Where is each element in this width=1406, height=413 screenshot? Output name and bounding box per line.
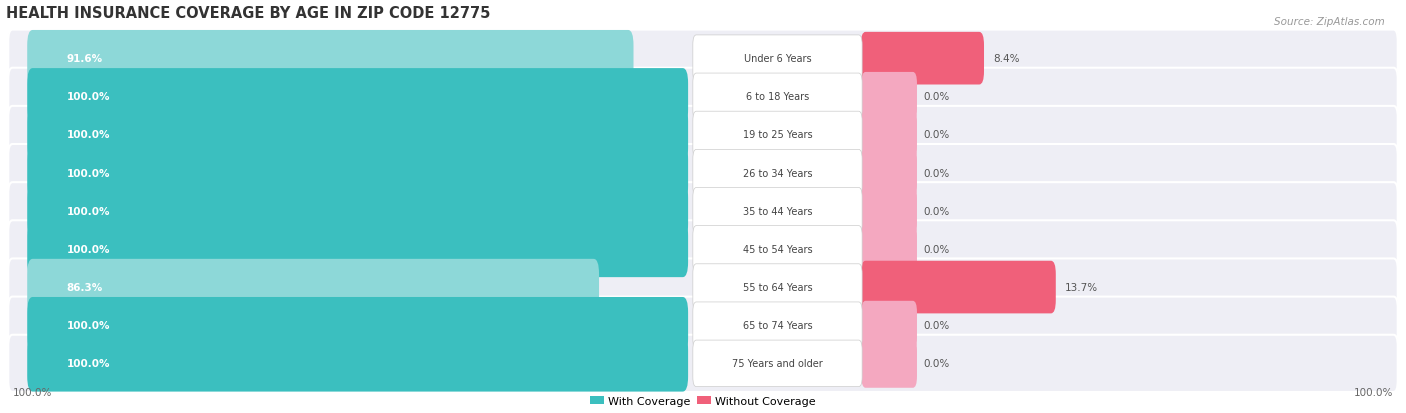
FancyBboxPatch shape [27, 297, 688, 354]
FancyBboxPatch shape [862, 149, 917, 197]
Text: 0.0%: 0.0% [924, 206, 950, 216]
Text: 100.0%: 100.0% [66, 244, 110, 254]
FancyBboxPatch shape [693, 36, 862, 82]
Text: 45 to 54 Years: 45 to 54 Years [742, 244, 813, 254]
FancyBboxPatch shape [27, 69, 688, 125]
FancyBboxPatch shape [27, 145, 688, 202]
Text: Source: ZipAtlas.com: Source: ZipAtlas.com [1274, 17, 1385, 26]
Text: 6 to 18 Years: 6 to 18 Years [745, 92, 808, 102]
FancyBboxPatch shape [8, 297, 1398, 354]
FancyBboxPatch shape [862, 339, 917, 388]
Text: 100.0%: 100.0% [1354, 387, 1393, 397]
Text: HEALTH INSURANCE COVERAGE BY AGE IN ZIP CODE 12775: HEALTH INSURANCE COVERAGE BY AGE IN ZIP … [6, 5, 489, 21]
FancyBboxPatch shape [8, 107, 1398, 164]
Text: 100.0%: 100.0% [66, 130, 110, 140]
FancyBboxPatch shape [862, 73, 917, 121]
FancyBboxPatch shape [8, 221, 1398, 278]
Text: 100.0%: 100.0% [66, 168, 110, 178]
FancyBboxPatch shape [27, 31, 634, 87]
FancyBboxPatch shape [8, 145, 1398, 202]
Text: 100.0%: 100.0% [13, 387, 52, 397]
FancyBboxPatch shape [862, 187, 917, 235]
FancyBboxPatch shape [8, 183, 1398, 240]
Text: 19 to 25 Years: 19 to 25 Years [742, 130, 813, 140]
FancyBboxPatch shape [8, 259, 1398, 316]
FancyBboxPatch shape [27, 259, 599, 316]
Text: 100.0%: 100.0% [66, 206, 110, 216]
FancyBboxPatch shape [27, 335, 688, 392]
Text: 0.0%: 0.0% [924, 244, 950, 254]
Text: 55 to 64 Years: 55 to 64 Years [742, 282, 813, 292]
Text: 86.3%: 86.3% [66, 282, 103, 292]
FancyBboxPatch shape [8, 335, 1398, 392]
Text: 35 to 44 Years: 35 to 44 Years [742, 206, 813, 216]
FancyBboxPatch shape [27, 107, 688, 163]
FancyBboxPatch shape [862, 225, 917, 274]
FancyBboxPatch shape [693, 74, 862, 120]
FancyBboxPatch shape [8, 69, 1398, 126]
FancyBboxPatch shape [693, 340, 862, 387]
Text: 100.0%: 100.0% [66, 92, 110, 102]
Text: 75 Years and older: 75 Years and older [733, 358, 823, 368]
FancyBboxPatch shape [693, 264, 862, 311]
Text: Under 6 Years: Under 6 Years [744, 54, 811, 64]
FancyBboxPatch shape [27, 221, 688, 278]
Text: 0.0%: 0.0% [924, 92, 950, 102]
Legend: With Coverage, Without Coverage: With Coverage, Without Coverage [586, 391, 820, 410]
Text: 8.4%: 8.4% [993, 54, 1019, 64]
Text: 13.7%: 13.7% [1064, 282, 1098, 292]
FancyBboxPatch shape [860, 33, 984, 85]
FancyBboxPatch shape [27, 183, 688, 240]
FancyBboxPatch shape [862, 111, 917, 159]
Text: 100.0%: 100.0% [66, 320, 110, 330]
FancyBboxPatch shape [693, 150, 862, 197]
FancyBboxPatch shape [693, 302, 862, 349]
FancyBboxPatch shape [693, 226, 862, 273]
FancyBboxPatch shape [693, 112, 862, 158]
FancyBboxPatch shape [862, 301, 917, 350]
Text: 0.0%: 0.0% [924, 168, 950, 178]
Text: 100.0%: 100.0% [66, 358, 110, 368]
Text: 0.0%: 0.0% [924, 130, 950, 140]
FancyBboxPatch shape [8, 31, 1398, 88]
Text: 0.0%: 0.0% [924, 320, 950, 330]
Text: 91.6%: 91.6% [66, 54, 103, 64]
Text: 0.0%: 0.0% [924, 358, 950, 368]
Text: 26 to 34 Years: 26 to 34 Years [742, 168, 813, 178]
FancyBboxPatch shape [860, 261, 1056, 313]
Text: 65 to 74 Years: 65 to 74 Years [742, 320, 813, 330]
FancyBboxPatch shape [693, 188, 862, 235]
